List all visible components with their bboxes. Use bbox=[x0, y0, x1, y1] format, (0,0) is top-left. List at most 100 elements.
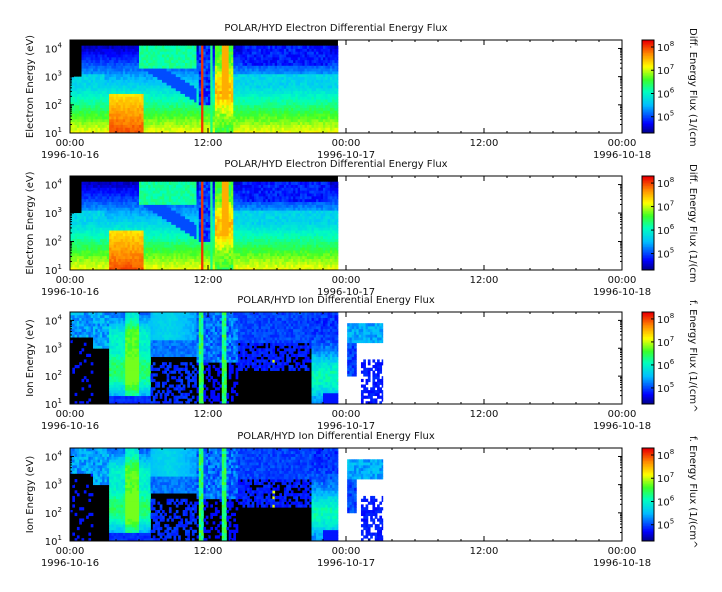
heatmap-cell bbox=[320, 116, 324, 120]
heatmap-cell bbox=[81, 230, 85, 234]
heatmap-cell bbox=[72, 85, 75, 89]
heatmap-cell bbox=[164, 121, 167, 125]
heatmap-cell bbox=[150, 244, 154, 248]
heatmap-cell bbox=[281, 107, 285, 111]
heatmap-cell bbox=[198, 90, 202, 94]
heatmap-cell bbox=[210, 116, 213, 120]
heatmap-cell bbox=[228, 82, 232, 86]
heatmap-cell bbox=[104, 195, 108, 200]
heatmap-cell bbox=[148, 118, 151, 123]
heatmap-cell bbox=[104, 62, 108, 66]
heatmap-cell bbox=[104, 99, 108, 103]
heatmap-cell bbox=[74, 124, 78, 128]
heatmap-cell bbox=[311, 118, 315, 123]
heatmap-cell bbox=[164, 252, 167, 257]
heatmap-cell bbox=[194, 68, 197, 72]
heatmap-cell bbox=[104, 82, 108, 86]
heatmap-cell bbox=[139, 241, 142, 245]
heatmap-cell bbox=[104, 232, 108, 237]
heatmap-cell bbox=[201, 104, 204, 109]
heatmap-cell bbox=[102, 85, 105, 89]
heatmap-cell bbox=[214, 82, 218, 86]
heatmap-cell bbox=[265, 104, 269, 109]
heatmap-cell bbox=[201, 68, 204, 72]
colorbar-swatch bbox=[642, 128, 654, 131]
heatmap-cell bbox=[118, 68, 121, 72]
heatmap-cell bbox=[270, 96, 273, 100]
heatmap-cell bbox=[88, 207, 92, 211]
heatmap-cell bbox=[157, 204, 161, 208]
heatmap-cell bbox=[111, 213, 115, 217]
heatmap-cell bbox=[277, 51, 280, 55]
heatmap-cell bbox=[180, 99, 184, 103]
heatmap-cell bbox=[293, 56, 296, 61]
heatmap-cell bbox=[139, 54, 142, 58]
x-tick-time: 00:00 bbox=[332, 138, 361, 149]
heatmap-cell bbox=[83, 195, 87, 200]
heatmap-cell bbox=[302, 87, 305, 92]
heatmap-cell bbox=[162, 59, 165, 63]
heatmap-cell bbox=[198, 62, 202, 66]
heatmap-cell bbox=[318, 90, 322, 94]
heatmap-cell bbox=[139, 113, 142, 117]
heatmap-cell bbox=[185, 65, 188, 69]
heatmap-cell bbox=[325, 96, 328, 100]
heatmap-cell bbox=[320, 62, 324, 66]
heatmap-cell bbox=[125, 218, 128, 222]
heatmap-cell bbox=[265, 107, 269, 111]
heatmap-cell bbox=[251, 48, 255, 52]
heatmap-cell bbox=[127, 207, 131, 211]
heatmap-cell bbox=[263, 65, 266, 69]
heatmap-cell bbox=[270, 51, 273, 55]
heatmap-cell bbox=[249, 59, 253, 63]
heatmap-cell bbox=[120, 261, 124, 265]
heatmap-cell bbox=[152, 201, 156, 205]
x-tick-time: 00:00 bbox=[608, 138, 637, 149]
heatmap-cell bbox=[102, 56, 105, 61]
heatmap-cell bbox=[127, 130, 131, 134]
heatmap-cell bbox=[129, 104, 133, 109]
heatmap-cell bbox=[235, 68, 239, 72]
heatmap-cell bbox=[113, 190, 117, 194]
heatmap-cell bbox=[313, 99, 317, 103]
heatmap-cell bbox=[244, 79, 248, 83]
heatmap-cell bbox=[118, 235, 121, 240]
heatmap-cell bbox=[109, 232, 112, 237]
heatmap-cell bbox=[104, 258, 108, 262]
heatmap-cell bbox=[155, 238, 158, 242]
colorbar-swatch bbox=[642, 60, 654, 63]
heatmap-cell bbox=[81, 193, 85, 197]
heatmap-cell bbox=[113, 201, 117, 205]
heatmap-cell bbox=[201, 76, 204, 80]
heatmap-cell bbox=[136, 82, 140, 86]
heatmap-cell bbox=[205, 82, 209, 86]
heatmap-cell bbox=[76, 121, 80, 125]
heatmap-cell bbox=[256, 45, 259, 49]
heatmap-cell bbox=[221, 99, 225, 103]
heatmap-cell bbox=[274, 113, 278, 117]
heatmap-cell bbox=[83, 99, 87, 103]
heatmap-cell bbox=[334, 51, 338, 55]
heatmap-cell bbox=[201, 99, 204, 103]
heatmap-cell bbox=[288, 71, 292, 75]
heatmap-cell bbox=[323, 99, 326, 103]
heatmap-cell bbox=[194, 82, 197, 86]
heatmap-cell bbox=[196, 110, 200, 114]
heatmap-cell bbox=[155, 116, 158, 120]
heatmap-cell bbox=[134, 204, 138, 208]
heatmap-cell bbox=[329, 102, 333, 106]
heatmap-cell bbox=[198, 48, 202, 52]
heatmap-cell bbox=[221, 79, 225, 83]
heatmap-cell bbox=[116, 181, 119, 185]
heatmap-cell bbox=[251, 71, 255, 75]
heatmap-cell bbox=[159, 56, 163, 61]
heatmap-cell bbox=[203, 85, 207, 89]
heatmap-cell bbox=[302, 110, 305, 114]
heatmap-cell bbox=[228, 118, 232, 123]
heatmap-cell bbox=[205, 113, 209, 117]
heatmap-cell bbox=[141, 65, 144, 69]
heatmap-cell bbox=[323, 96, 326, 100]
heatmap-cell bbox=[260, 104, 264, 109]
heatmap-cell bbox=[150, 252, 154, 257]
heatmap-cell bbox=[97, 201, 101, 205]
